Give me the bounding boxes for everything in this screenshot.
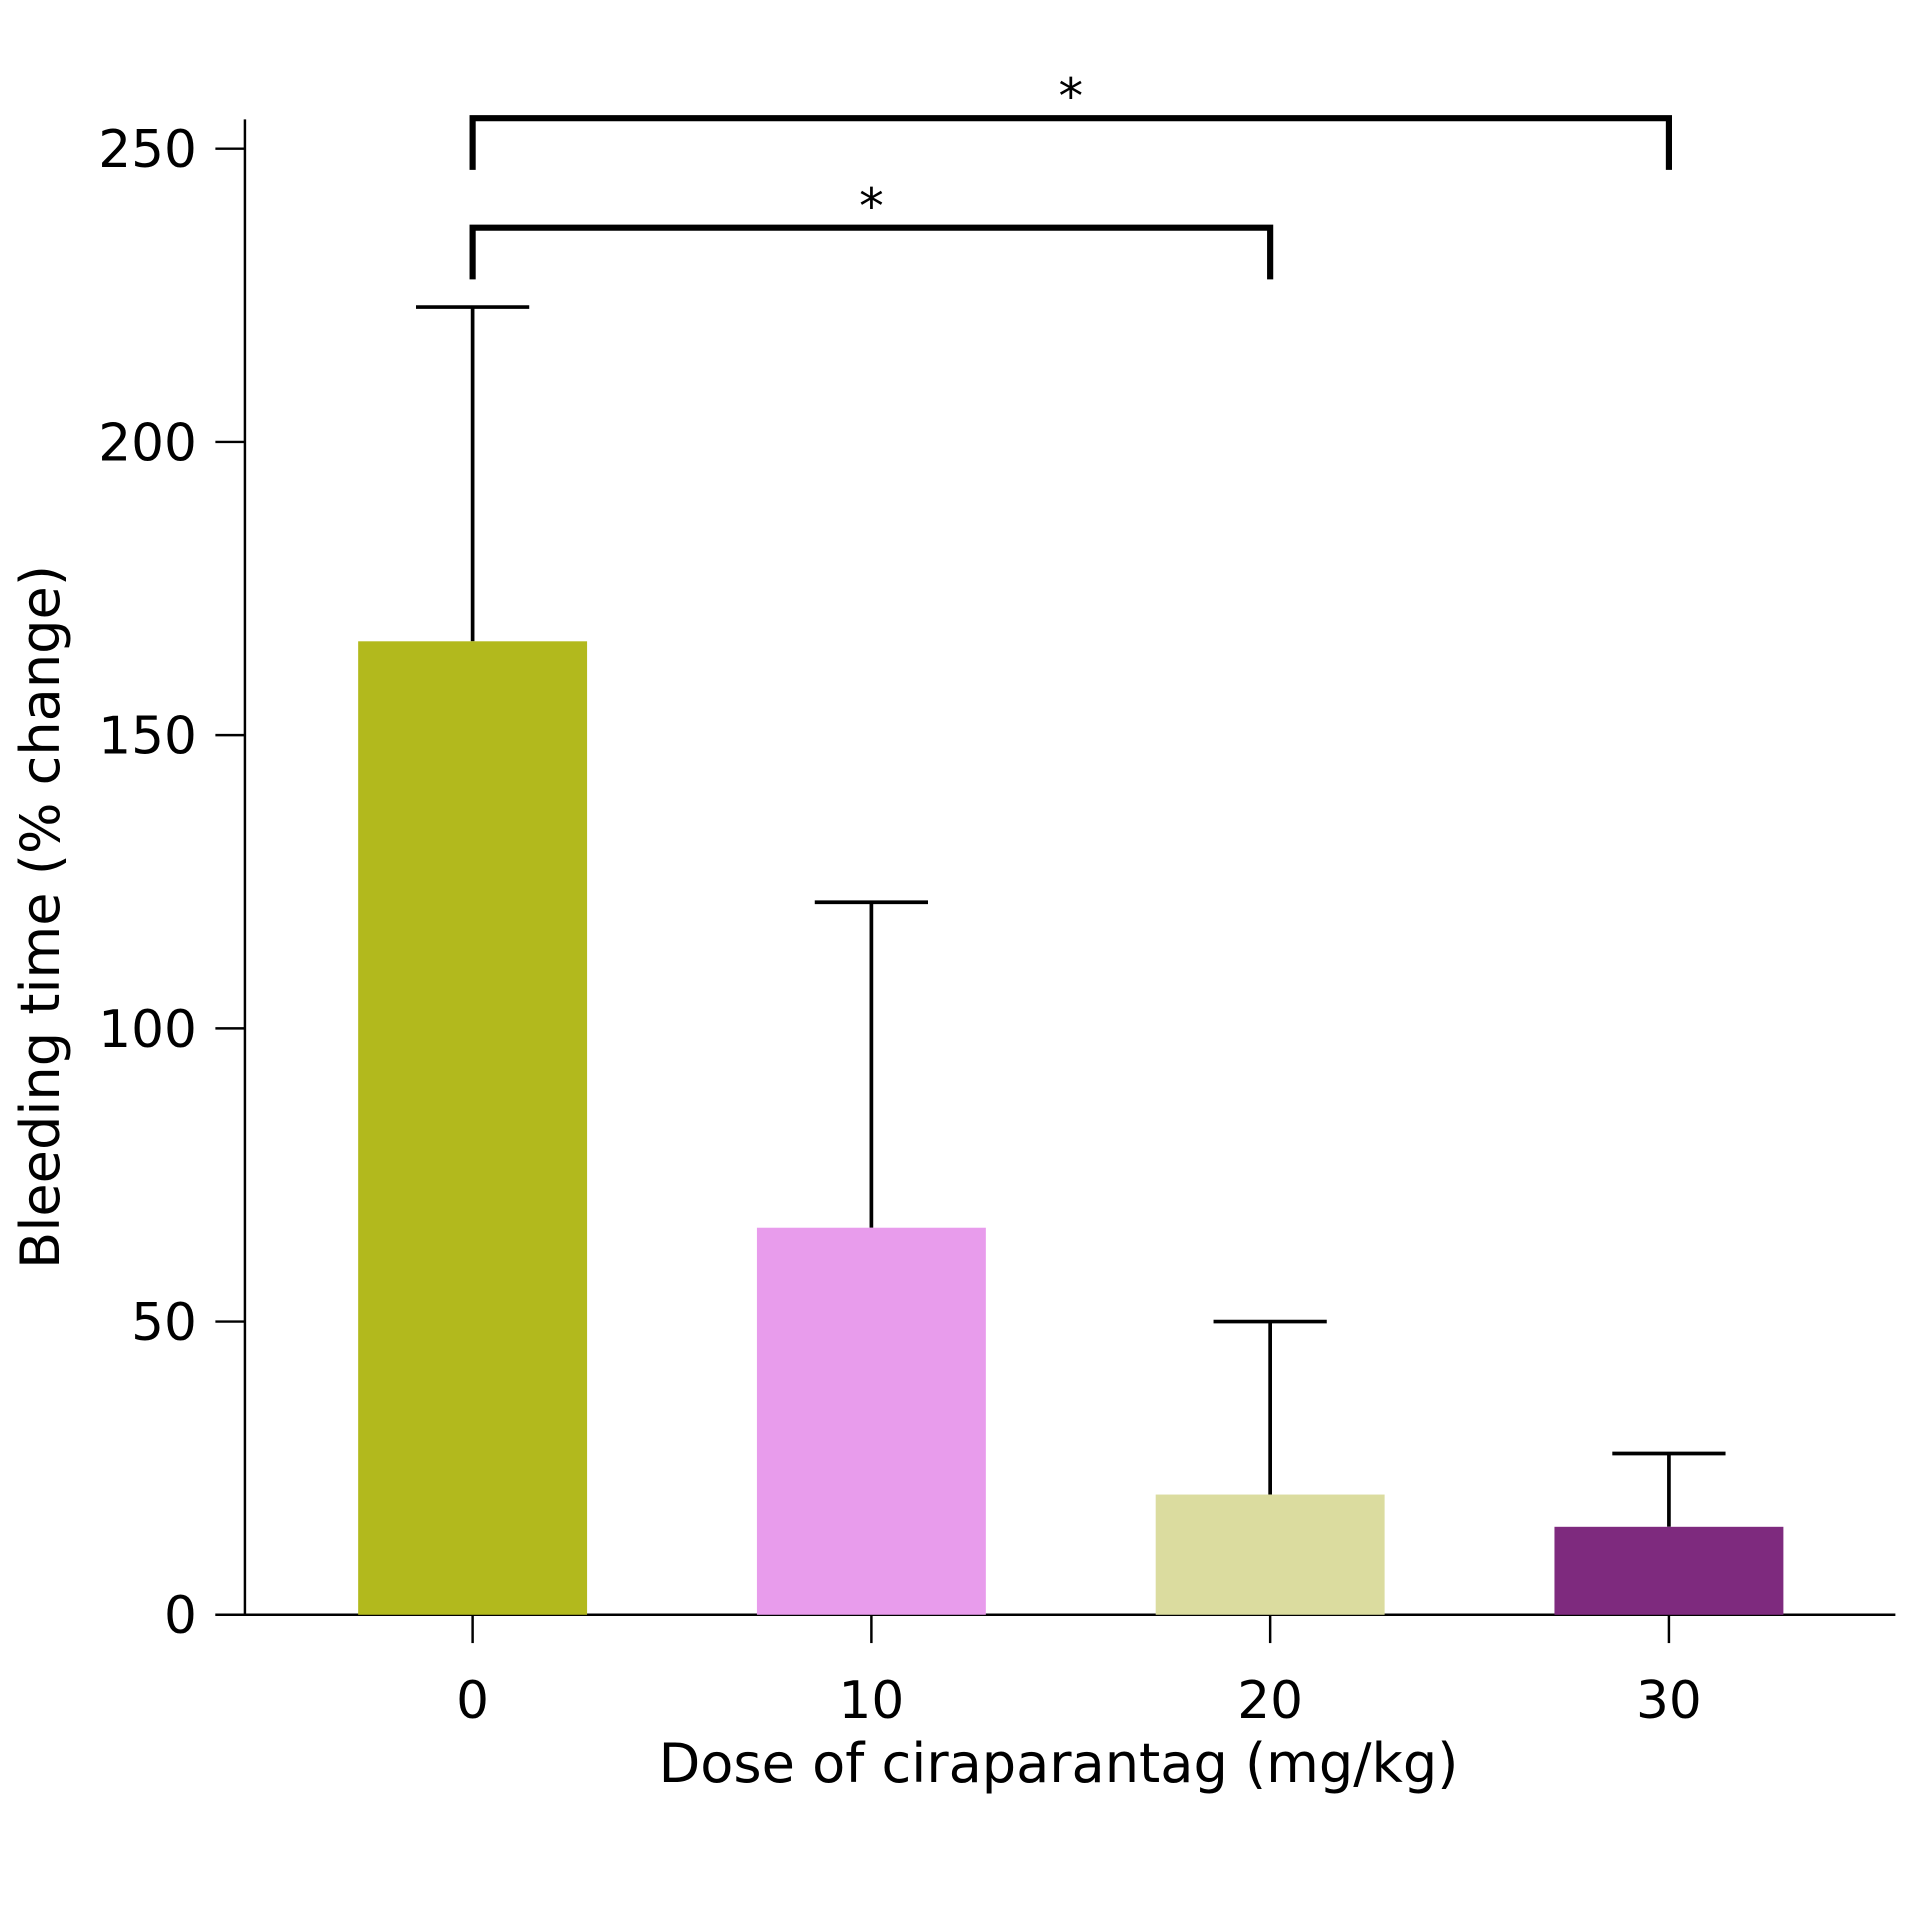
x-tick-label: 0 xyxy=(456,1671,489,1731)
bar xyxy=(1155,1494,1385,1615)
y-tick-label: 100 xyxy=(98,1000,197,1060)
y-tick-label: 0 xyxy=(164,1586,197,1646)
x-tick-label: 30 xyxy=(1636,1671,1702,1731)
significance-label: * xyxy=(859,177,884,235)
bar xyxy=(358,641,588,1615)
y-tick-label: 250 xyxy=(98,120,197,180)
x-axis-title: Dose of ciraparantag (mg/kg) xyxy=(659,1732,1459,1795)
significance-bracket xyxy=(469,115,1672,170)
x-tick-label: 20 xyxy=(1237,1671,1303,1731)
significance-bracket xyxy=(469,224,1274,280)
y-tick-label: 200 xyxy=(98,413,197,473)
y-tick-label: 50 xyxy=(131,1293,197,1353)
x-tick-label: 10 xyxy=(838,1671,904,1731)
bar xyxy=(756,1227,986,1615)
bar xyxy=(1554,1526,1784,1615)
y-tick-label: 150 xyxy=(98,707,197,767)
y-axis-title: Bleeding time (% change) xyxy=(9,565,72,1269)
significance-label: * xyxy=(1058,67,1083,125)
